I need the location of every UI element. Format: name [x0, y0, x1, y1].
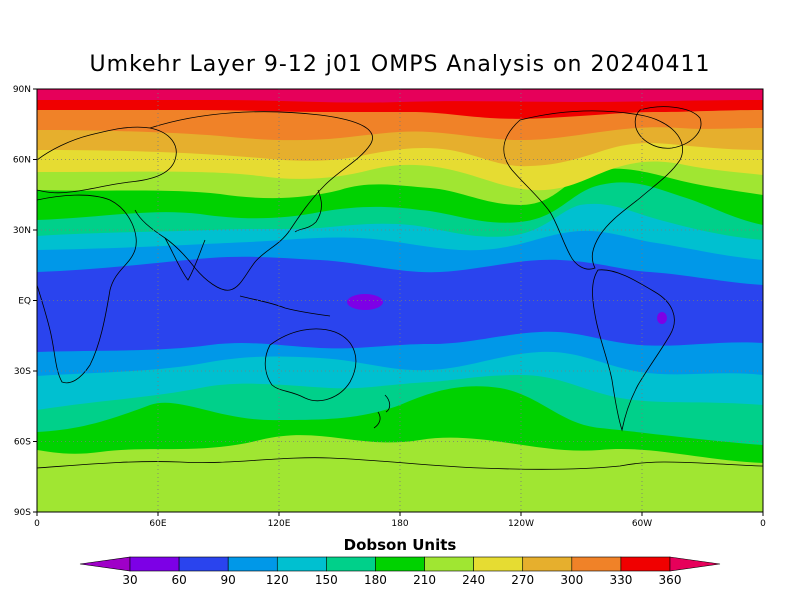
violet-patch-brazil	[657, 312, 667, 324]
colorbar-swatch	[227, 556, 278, 572]
coast-indonesia	[239, 295, 331, 317]
lon-label-60w: 60W	[632, 519, 652, 529]
colorbar-arrow-high	[669, 556, 721, 572]
lon-label-0-right: 0	[760, 519, 766, 529]
coast-greenland	[634, 106, 702, 149]
lat-labels: 90N 60N 30N EQ 30S 60S 90S	[13, 85, 31, 518]
coast-new-zealand	[373, 394, 391, 429]
colorbar-label: 210	[413, 573, 436, 587]
coast-japan	[294, 189, 322, 233]
colorbar-label: 30	[122, 573, 137, 587]
colorbar-swatch	[129, 556, 180, 572]
colorbar-label: 60	[171, 573, 186, 587]
coast-north-america	[503, 110, 683, 270]
colorbar-arrow-low	[79, 556, 131, 572]
lat-label-60n: 60N	[13, 156, 31, 166]
colorbar-label: 300	[560, 573, 583, 587]
coast-antarctica	[37, 457, 763, 470]
grid-lines	[37, 89, 763, 512]
colorbar-swatch	[375, 556, 425, 572]
lon-labels: 0 60E 120E 180 120W 60W 0	[34, 519, 766, 529]
axis-ticks	[33, 88, 764, 516]
lat-label-eq: EQ	[18, 297, 31, 307]
colorbar: 30 60 90 120 150 180 210 240 270 300 330 360	[79, 556, 721, 587]
lat-label-30s: 30S	[14, 367, 31, 377]
colorbar-swatch	[424, 556, 474, 572]
lat-label-60s: 60S	[14, 438, 31, 448]
map-title: Umkehr Layer 9-12 j01 OMPS Analysis on 2…	[89, 52, 711, 77]
colorbar-swatch	[620, 556, 671, 572]
coast-australia	[264, 328, 357, 402]
violet-patch-pacific	[347, 294, 383, 310]
colorbar-swatch	[326, 556, 376, 572]
lon-label-0-left: 0	[34, 519, 40, 529]
colorbar-swatch	[178, 556, 229, 572]
lat-label-90s: 90S	[14, 508, 31, 518]
lat-label-90n: 90N	[13, 85, 31, 95]
lon-label-120e: 120E	[268, 519, 291, 529]
lon-label-60e: 60E	[149, 519, 166, 529]
lon-label-120w: 120W	[508, 519, 534, 529]
colorbar-label: 330	[609, 573, 632, 587]
colorbar-label: 180	[364, 573, 387, 587]
coastlines	[37, 106, 763, 470]
colorbar-swatch	[276, 556, 327, 572]
lat-label-30n: 30N	[13, 226, 31, 236]
colorbar-title: Dobson Units	[343, 536, 457, 554]
colorbar-label: 240	[462, 573, 485, 587]
colorbar-label: 90	[221, 573, 236, 587]
colorbar-swatch	[473, 556, 524, 572]
colorbar-label: 270	[511, 573, 534, 587]
coast-south-america	[592, 269, 675, 432]
colorbar-swatch	[571, 556, 622, 572]
colorbar-label: 360	[659, 573, 682, 587]
colorbar-label: 150	[315, 573, 338, 587]
coast-asia	[134, 111, 373, 291]
coast-india	[164, 237, 206, 281]
band-polar-north	[37, 89, 763, 103]
lon-label-180: 180	[391, 519, 408, 529]
coast-europe	[37, 126, 177, 194]
colorbar-label: 120	[266, 573, 289, 587]
coast-africa	[37, 194, 137, 384]
colorbar-swatch	[522, 556, 573, 572]
